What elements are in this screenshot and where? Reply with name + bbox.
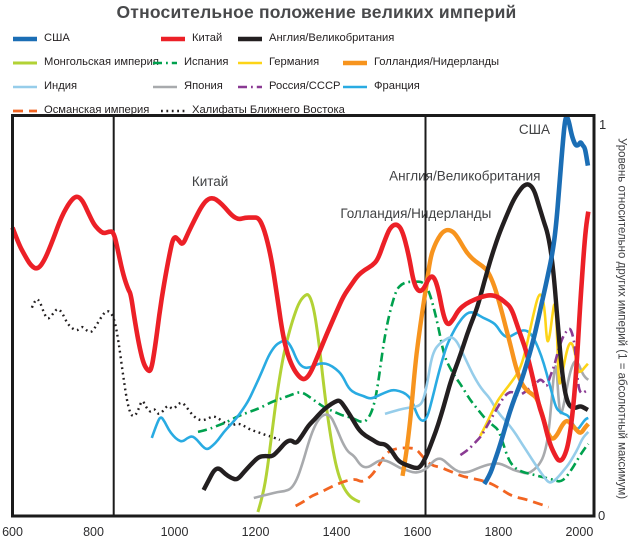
y-axis-max-label: 1 [599, 117, 606, 132]
legend-swatch-china [161, 36, 185, 41]
x-axis-tick-label: 800 [83, 525, 104, 539]
chart-title: Относительное положение великих империй [116, 2, 517, 22]
legend-item-spain: Испания [152, 54, 228, 71]
legend-label-ottoman: Османская империя [44, 104, 150, 116]
series-line-france [150, 311, 589, 451]
legend-label-russia: Россия/СССР [269, 80, 341, 92]
legend-item-caliphates: Халифаты Ближнего Востока [160, 102, 345, 119]
legend-item-ottoman: Османская империя [12, 102, 149, 119]
legend-label-caliphates: Халифаты Ближнего Востока [192, 104, 345, 116]
series-annotation: Голландия/Нидерланды [340, 206, 491, 221]
legend-label-usa: США [44, 32, 70, 44]
series-line-netherlands [400, 227, 590, 477]
legend-label-netherlands: Голландия/Нидерланды [374, 56, 500, 68]
x-axis-tick-label: 1800 [484, 525, 512, 539]
x-axis-tick-label: 1400 [323, 525, 351, 539]
legend-label-france: Франция [374, 80, 420, 92]
legend-item-germany: Германия [237, 54, 319, 71]
plot-border [11, 114, 596, 518]
legend-swatch-spain [153, 61, 177, 64]
legend-swatch-caliphates [161, 109, 185, 112]
legend-label-spain: Испания [184, 56, 229, 68]
series-annotation: США [519, 122, 550, 137]
series-line-spain [197, 280, 590, 483]
x-axis-tick-label: 1200 [242, 525, 270, 539]
legend-label-mongol: Монгольская империя [44, 56, 159, 68]
series-line-germany [479, 293, 589, 437]
legend-label-india: Индия [44, 80, 78, 92]
series-line-india [384, 336, 590, 484]
x-axis-tick-label: 1000 [161, 525, 189, 539]
legend-swatch-mongol [13, 61, 37, 64]
legend-item-netherlands: Голландия/Нидерланды [342, 54, 499, 71]
legend-item-china: Китай [160, 30, 222, 47]
legend-label-japan: Япония [184, 80, 223, 92]
legend-item-japan: Япония [152, 78, 223, 95]
series-line-england [201, 182, 589, 492]
legend-item-england: Англия/Великобритания [237, 30, 394, 47]
legend-swatch-ottoman [13, 109, 37, 112]
legend-item-mongol: Монгольская империя [12, 54, 159, 71]
legend-swatch-russia [238, 85, 262, 88]
series-line-china [10, 194, 591, 463]
legend-swatch-france [343, 85, 367, 88]
series-line-ottoman [294, 446, 550, 509]
legend-swatch-germany [238, 61, 262, 64]
series-annotation: Англия/Великобритания [389, 168, 540, 183]
legend-label-china: Китай [192, 32, 223, 44]
y-axis-min-label: 0 [598, 508, 605, 523]
series-line-usa [482, 114, 591, 486]
legend-item-india: Индия [12, 78, 77, 95]
legend-swatch-usa [13, 36, 37, 41]
legend-swatch-india [13, 85, 37, 88]
legend-swatch-england [238, 36, 262, 41]
legend-label-england: Англия/Великобритания [269, 32, 395, 44]
x-axis-tick-label: 1600 [403, 525, 431, 539]
y-axis-title: Уровень относительно других империй (1 =… [615, 138, 628, 500]
series-annotation: Китай [192, 174, 229, 189]
legend-item-usa: США [12, 30, 70, 47]
legend-swatch-japan [153, 85, 177, 88]
series-line-russia [459, 327, 589, 457]
legend-swatch-netherlands [343, 60, 367, 65]
legend-item-russia: Россия/СССР [237, 78, 341, 95]
x-axis-tick-label: 600 [2, 525, 23, 539]
series-line-caliphates [30, 298, 281, 442]
x-axis-tick-label: 2000 [565, 525, 593, 539]
series-line-japan [253, 359, 590, 500]
legend-item-france: Франция [342, 78, 420, 95]
series-line-mongol [256, 293, 361, 513]
legend-label-germany: Германия [269, 56, 320, 68]
legend: США Китай Англия/Великобритания Монгольская… [0, 0, 633, 120]
